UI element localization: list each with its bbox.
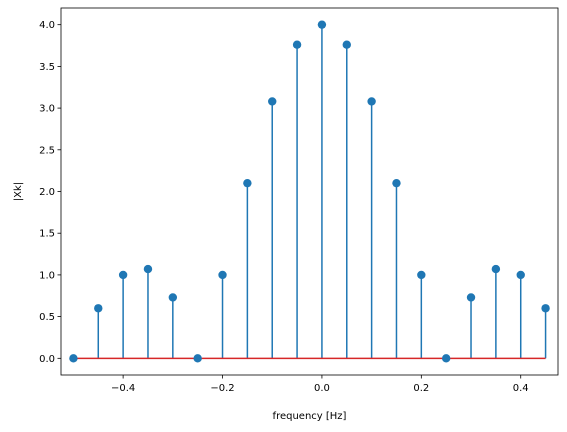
stem-marker [367,97,376,106]
y-tick-label: 2.5 [39,145,55,156]
y-tick-label: 4.0 [39,20,55,31]
stem-marker [168,293,178,302]
stem-marker [417,270,426,280]
stem-marker [69,354,78,363]
stem-marker [193,354,202,363]
stem-marker [118,270,128,280]
y-axis-ticks: 0.0 0.5 1.0 1.5 2.0 2.5 3.0 3.5 4.0 [39,20,61,365]
stem-marker [268,97,277,106]
y-tick-label: 2.0 [39,187,55,198]
x-tick-label: −0.4 [111,383,135,394]
x-tick-label: −0.2 [210,383,234,394]
y-tick-label: 1.0 [39,270,55,281]
stem-marker [441,354,451,363]
stem-marker [466,293,476,302]
y-tick-label: 3.0 [39,104,55,115]
stem-marker [392,178,401,188]
stem-marker [292,40,302,49]
y-tick-label: 0.0 [39,354,55,365]
x-tick-label: 0.0 [314,383,330,394]
stem-marker [94,304,103,313]
stem-marker [541,304,550,313]
stem-marker [491,264,501,274]
stem-series [69,20,550,363]
x-axis-label: frequency [Hz] [273,411,347,422]
stem-marker [516,270,525,280]
stem-marker [143,264,153,274]
y-axis-label: |Xk| [13,182,24,201]
x-tick-label: 0.2 [413,383,429,394]
x-tick-label: 0.4 [513,383,529,394]
stem-marker [342,40,351,49]
stem-marker [317,20,327,29]
y-tick-label: 0.5 [39,312,55,323]
plot-frame [60,7,559,376]
x-axis-ticks: −0.4 −0.2 0.0 0.2 0.4 [111,375,529,394]
stem-marker [243,178,252,188]
stem-marker [218,270,227,280]
y-tick-label: 3.5 [39,62,55,73]
y-tick-label: 1.5 [39,229,55,240]
